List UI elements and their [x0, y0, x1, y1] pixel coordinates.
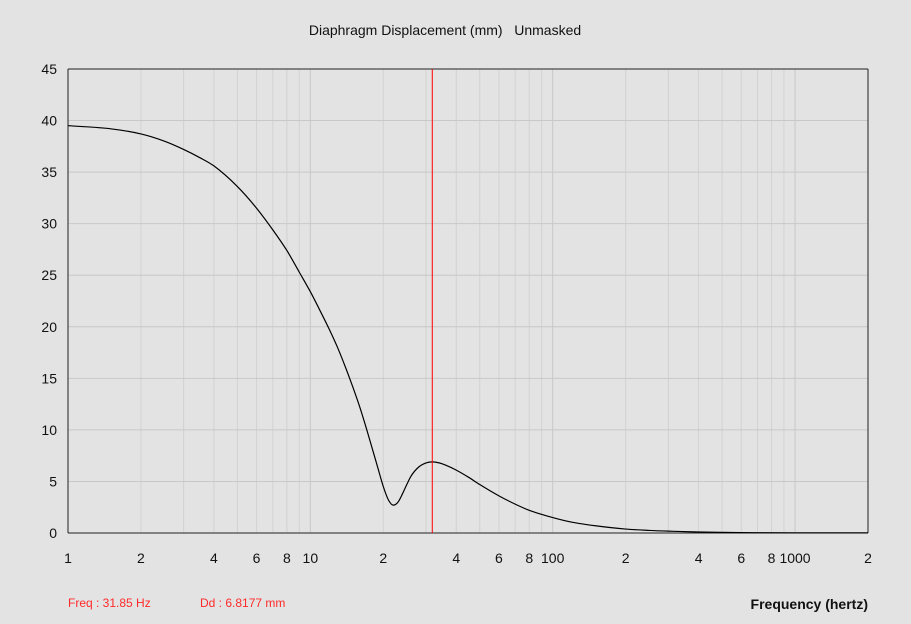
- y-tick-label: 0: [49, 525, 57, 541]
- y-tick-label: 15: [41, 370, 57, 386]
- x-tick-label: 4: [695, 550, 703, 566]
- chart-title: Diaphragm Displacement (mm) Unmasked: [309, 22, 581, 38]
- x-tick-label: 100: [541, 550, 565, 566]
- x-tick-label: 2: [864, 550, 872, 566]
- freq-readout: Freq : 31.85 Hz: [68, 596, 151, 610]
- x-tick-label: 6: [737, 550, 745, 566]
- y-tick-label: 30: [41, 216, 57, 232]
- displacement-curve: [67, 125, 868, 534]
- y-tick-label: 35: [41, 164, 57, 180]
- displacement-readout: Dd : 6.8177 mm: [200, 596, 285, 610]
- y-tick-label: 45: [41, 61, 57, 77]
- x-tick-labels: 1 2 4 6 8 10 2 4 6 8 100 2 4 6 8 1000 2: [64, 550, 872, 566]
- x-tick-label: 8: [525, 550, 533, 566]
- grid: [67, 68, 869, 534]
- axes: [67, 68, 869, 534]
- x-tick-label: 2: [622, 550, 630, 566]
- x-tick-label: 8: [283, 550, 291, 566]
- x-tick-label: 10: [303, 550, 319, 566]
- y-tick-labels: 0 5 10 15 20 25 30 35 40 45: [41, 61, 57, 541]
- y-tick-label: 20: [41, 319, 57, 335]
- x-tick-label: 1: [64, 550, 72, 566]
- x-axis-label: Frequency (hertz): [751, 596, 868, 612]
- y-tick-label: 5: [49, 473, 57, 489]
- x-tick-label: 2: [137, 550, 145, 566]
- x-tick-label: 1000: [779, 550, 810, 566]
- x-tick-label: 4: [210, 550, 218, 566]
- y-tick-label: 40: [41, 113, 57, 129]
- x-tick-label: 8: [768, 550, 776, 566]
- x-tick-label: 6: [495, 550, 503, 566]
- series-layer: [67, 125, 868, 534]
- x-tick-label: 2: [379, 550, 387, 566]
- x-tick-label: 6: [253, 550, 261, 566]
- y-tick-label: 25: [41, 267, 57, 283]
- y-tick-label: 10: [41, 422, 57, 438]
- x-tick-label: 4: [452, 550, 460, 566]
